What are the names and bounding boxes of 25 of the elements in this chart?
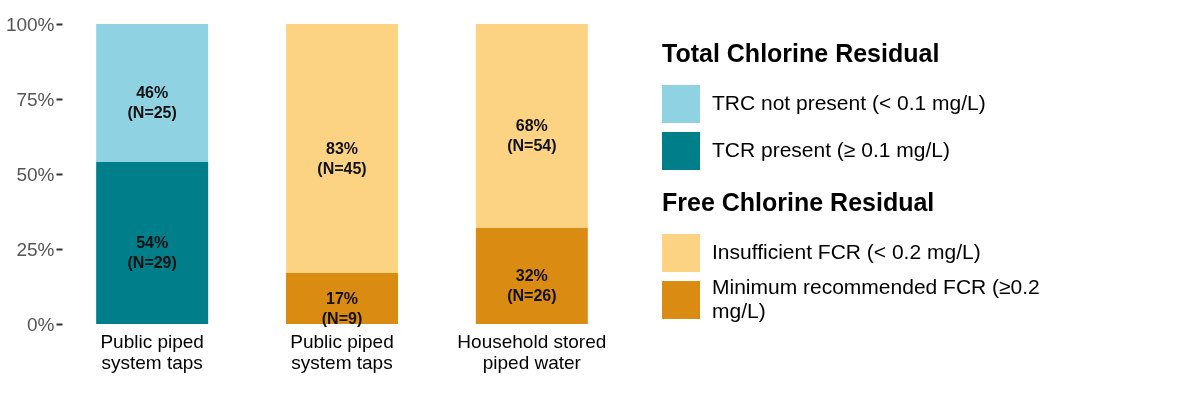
bar	[475, 228, 588, 324]
y-tick-label: 75%	[16, 88, 55, 110]
legend-label: Minimum recommended FCR (≥0.2 mg/L)	[712, 275, 1040, 322]
data-label: 46% (N=25)	[127, 84, 177, 121]
bar	[96, 24, 209, 162]
y-tick-label: 25%	[16, 238, 55, 260]
x-tick-label: Public piped system taps	[290, 330, 394, 373]
legend-label: TRC not present (< 0.1 mg/L)	[712, 91, 986, 114]
x-tick-label: Public piped system taps	[100, 330, 204, 373]
data-label: 83% (N=45)	[317, 139, 367, 177]
data-label: 32% (N=26)	[507, 267, 557, 304]
x-tick-label: Household stored piped water	[457, 330, 607, 373]
data-label: 68% (N=54)	[507, 117, 557, 154]
bar	[96, 162, 209, 324]
legend-title: Total Chlorine Residual	[662, 39, 940, 67]
y-tick-label: 50%	[16, 163, 55, 185]
legend-label: Insufficient FCR (< 0.2 mg/L)	[712, 240, 981, 263]
bar	[475, 24, 588, 228]
legend-label: TCR present (≥ 0.1 mg/L)	[712, 138, 950, 161]
bar	[286, 24, 398, 273]
data-label: 17% (N=9)	[321, 289, 363, 327]
y-tick-label: 0%	[27, 313, 55, 335]
text: Free Chlorine Residual	[662, 188, 935, 216]
y-tick-label: 100%	[5, 13, 55, 35]
data-label: 54% (N=29)	[127, 234, 177, 271]
